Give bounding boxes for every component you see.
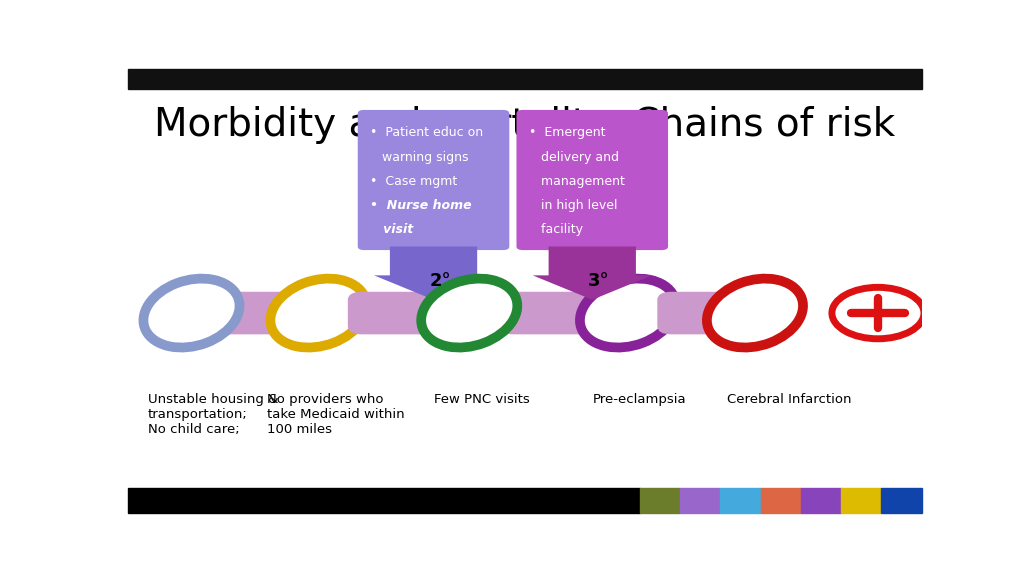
FancyBboxPatch shape	[516, 110, 668, 250]
Text: •  Nurse home: • Nurse home	[371, 199, 472, 212]
Bar	[761, 488, 801, 513]
Text: No providers who
take Medicaid within
100 miles: No providers who take Medicaid within 10…	[267, 393, 404, 436]
Ellipse shape	[270, 279, 367, 347]
Text: facility: facility	[529, 223, 583, 236]
Text: Morbidity and mortality: Chains of risk: Morbidity and mortality: Chains of risk	[155, 105, 895, 143]
Text: 3°: 3°	[588, 272, 610, 290]
Text: •  Patient educ on: • Patient educ on	[371, 126, 483, 139]
Text: 2°: 2°	[430, 272, 452, 290]
Ellipse shape	[580, 279, 676, 347]
Text: Unstable housing &
transportation;
No child care;: Unstable housing & transportation; No ch…	[147, 393, 279, 436]
FancyBboxPatch shape	[348, 292, 487, 334]
Polygon shape	[532, 247, 651, 300]
Text: in high level: in high level	[529, 199, 617, 212]
FancyBboxPatch shape	[657, 292, 765, 334]
Bar	[882, 488, 922, 513]
Bar	[128, 69, 922, 89]
Text: •  Case mgmt: • Case mgmt	[371, 175, 458, 188]
Bar	[640, 488, 680, 513]
Circle shape	[831, 287, 924, 339]
FancyBboxPatch shape	[213, 292, 337, 334]
Text: Cerebral Infarction: Cerebral Infarction	[727, 393, 852, 406]
FancyBboxPatch shape	[499, 292, 646, 334]
Text: management: management	[529, 175, 625, 188]
Ellipse shape	[707, 279, 803, 347]
Ellipse shape	[421, 279, 517, 347]
Bar	[128, 488, 640, 513]
Text: Pre-eclampsia: Pre-eclampsia	[592, 393, 686, 406]
Text: delivery and: delivery and	[529, 150, 620, 164]
Bar	[801, 488, 841, 513]
Bar	[720, 488, 761, 513]
FancyBboxPatch shape	[357, 110, 509, 250]
Bar	[841, 488, 882, 513]
Bar	[680, 488, 720, 513]
Text: warning signs: warning signs	[371, 150, 469, 164]
Text: Few PNC visits: Few PNC visits	[433, 393, 529, 406]
Text: visit: visit	[371, 223, 414, 236]
Polygon shape	[374, 247, 494, 300]
Text: •  Emergent: • Emergent	[529, 126, 605, 139]
Ellipse shape	[143, 279, 240, 347]
